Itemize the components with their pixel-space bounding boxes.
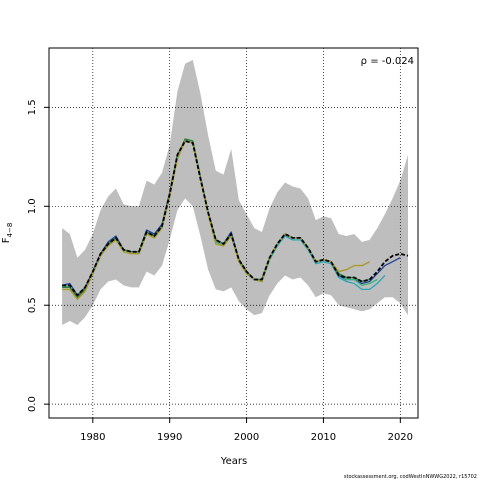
x-tick-label: 2010 — [311, 432, 336, 443]
y-tick-label: 0.0 — [27, 396, 38, 412]
y-tick-label: 1.0 — [27, 198, 38, 214]
plot-frame — [48, 47, 419, 419]
x-tick-label: 1980 — [80, 432, 105, 443]
x-tick-label: 2000 — [234, 432, 259, 443]
credit-text: stockassessment.org, codWestInNWWG2022, … — [344, 474, 477, 480]
series-layer — [61, 138, 409, 300]
x-tick-label: 2020 — [388, 432, 413, 443]
y-tick-label: 1.5 — [27, 99, 38, 115]
rho-annotation: ρ = -0.024 — [361, 56, 414, 67]
x-axis: 1980 1990 2000 2010 2020 — [80, 418, 413, 443]
confidence-band-layer — [62, 59, 408, 326]
y-axis-title-subscript: 4−8 — [6, 223, 14, 238]
y-axis-title-base: F — [1, 237, 12, 243]
x-tick-label: 1990 — [157, 432, 182, 443]
series-line-6 — [62, 140, 409, 297]
y-axis: 0.0 0.5 1.0 1.5 — [27, 99, 49, 412]
confidence-band — [62, 59, 408, 326]
y-tick-label: 0.5 — [27, 297, 38, 313]
y-axis-title: F4−8 — [1, 223, 14, 244]
series-line-5 — [62, 140, 370, 300]
x-axis-title: Years — [220, 456, 247, 467]
